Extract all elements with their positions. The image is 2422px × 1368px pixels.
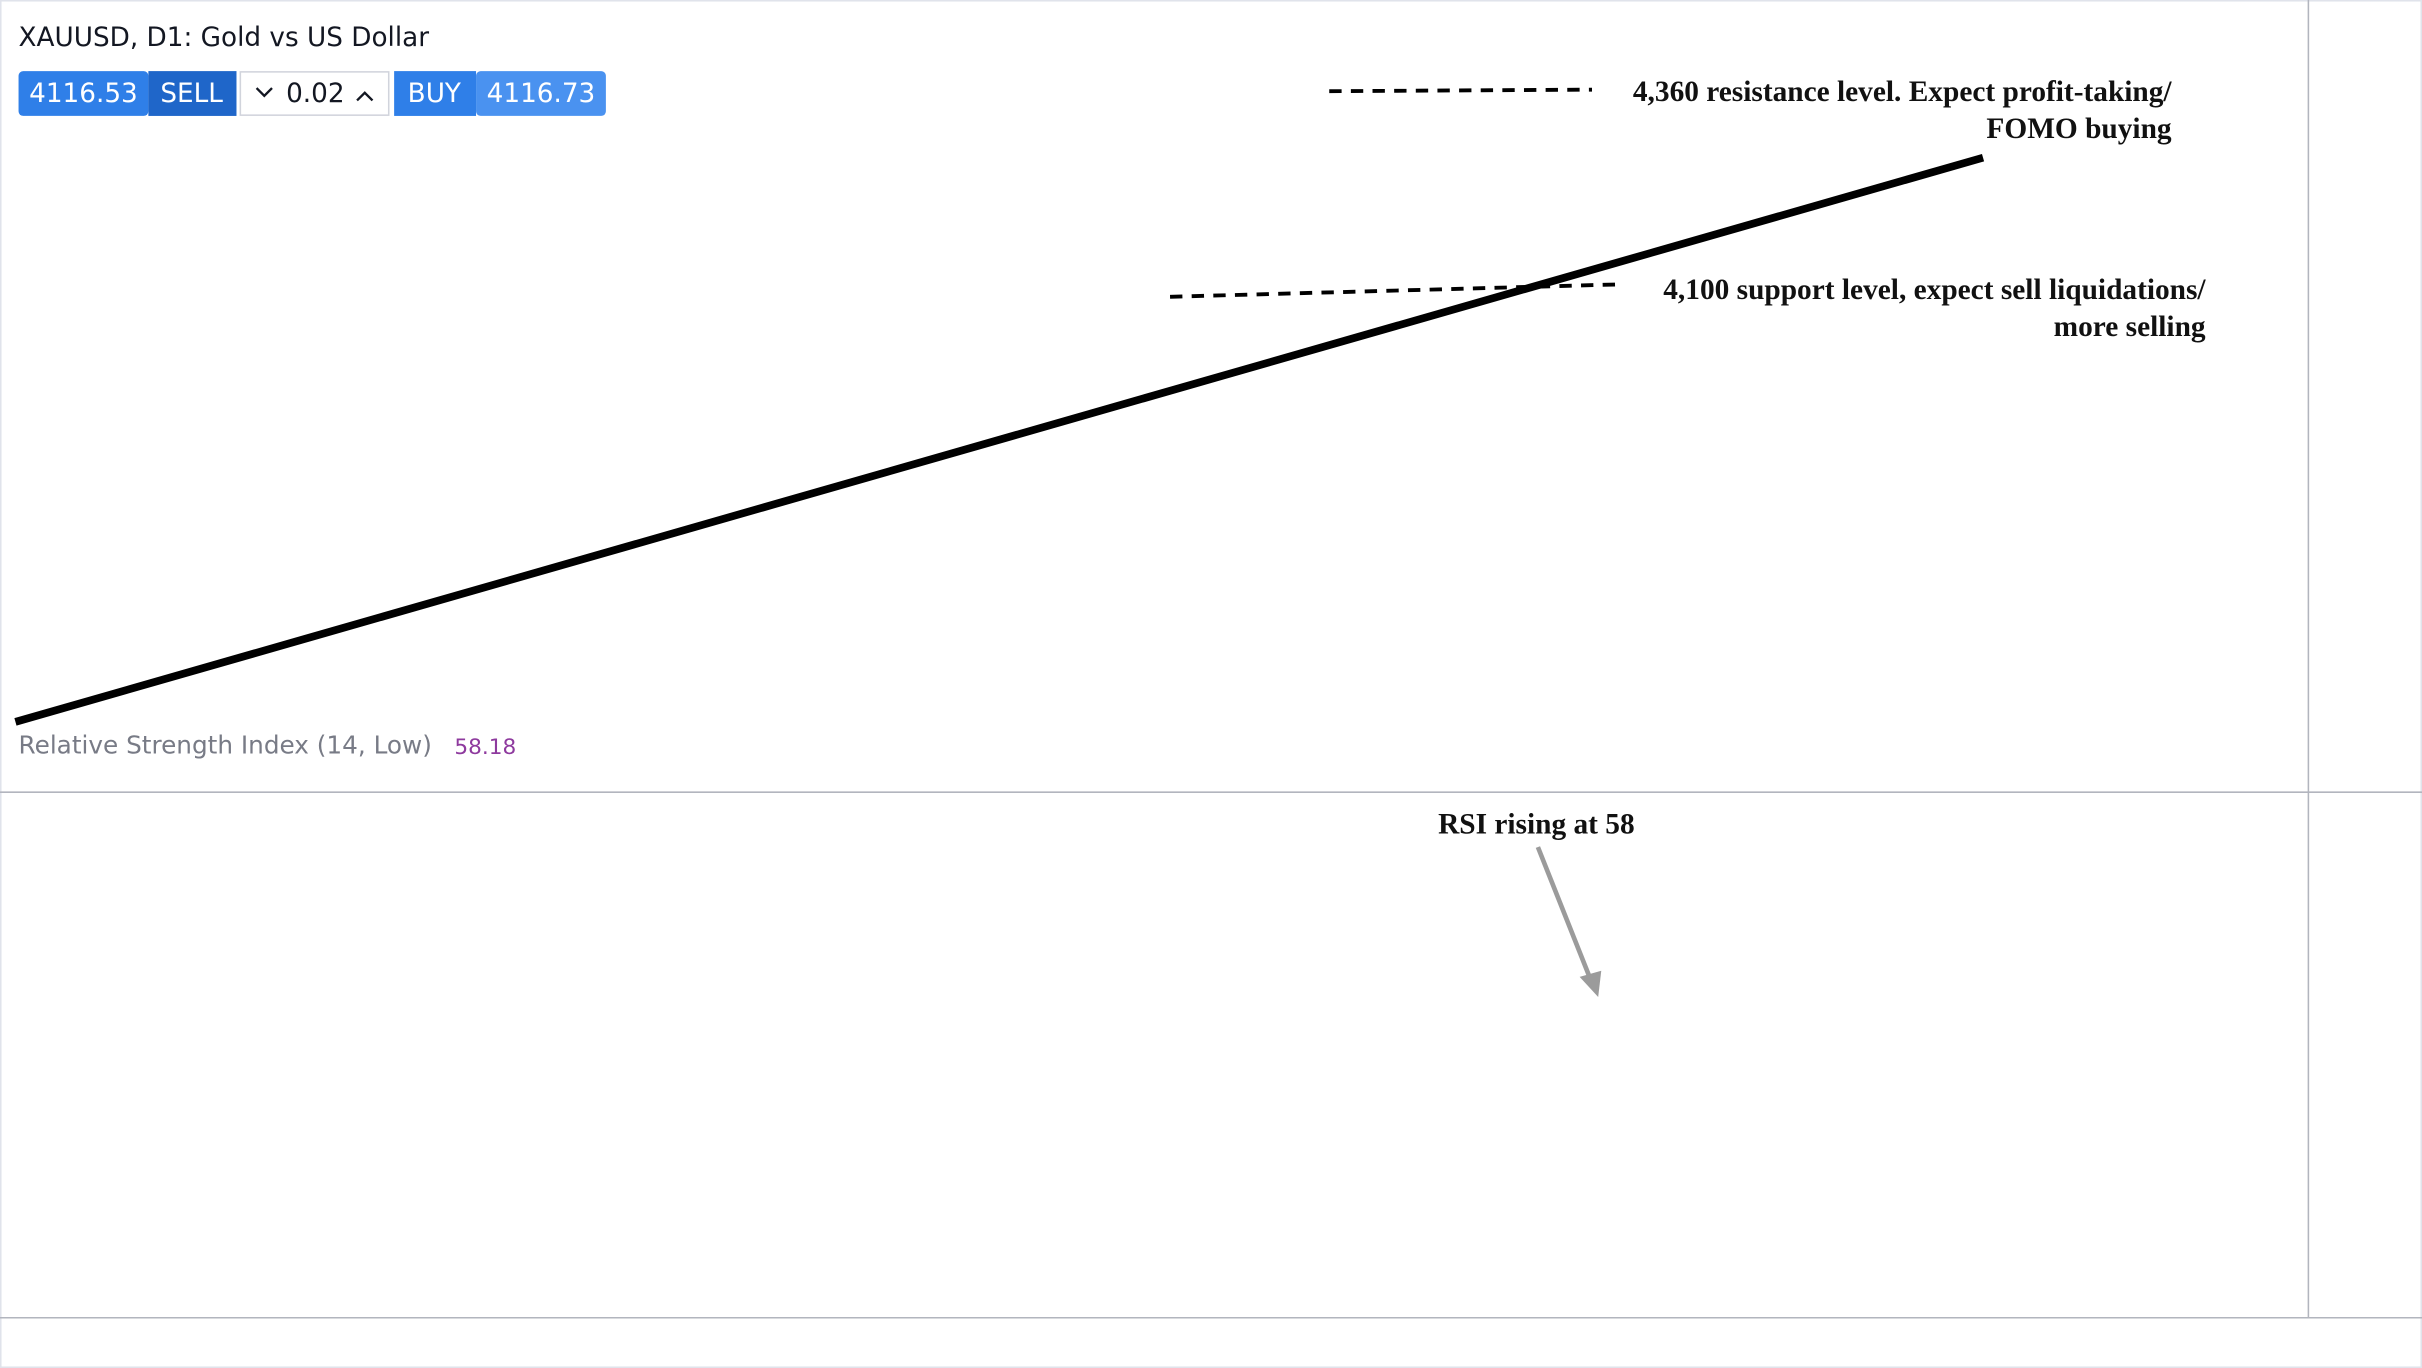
indicator-value: 58.18 bbox=[454, 735, 516, 760]
annotation: 4,360 resistance level. Expect profit-ta… bbox=[1633, 76, 2173, 108]
arrow-head bbox=[1579, 970, 1602, 998]
resistance-line bbox=[1329, 87, 1593, 94]
support-line bbox=[1169, 282, 1619, 299]
buy-price-box[interactable] bbox=[476, 71, 606, 116]
sell-price[interactable]: 4116.53 bbox=[29, 79, 138, 109]
buy-button[interactable] bbox=[394, 71, 477, 116]
decrease-icon[interactable] bbox=[255, 87, 273, 98]
buy-label[interactable]: BUY bbox=[408, 79, 462, 109]
sell-label[interactable]: SELL bbox=[160, 79, 223, 109]
annotation: FOMO buying bbox=[1986, 113, 2171, 145]
chart-title: XAUUSD, D1: Gold vs US Dollar bbox=[19, 23, 430, 53]
arrow bbox=[1535, 846, 1595, 984]
sell-button[interactable] bbox=[148, 71, 237, 116]
annotation: RSI rising at 58 bbox=[1438, 809, 1635, 841]
annotation: 4,100 support level, expect sell liquida… bbox=[1663, 274, 2206, 306]
quantity[interactable]: 0.02 bbox=[286, 79, 344, 109]
increase-icon[interactable] bbox=[356, 91, 374, 102]
sell-price-box[interactable] bbox=[18, 71, 149, 116]
indicator-title: Relative Strength Index (14, Low) bbox=[19, 731, 432, 760]
annotation: more selling bbox=[2054, 311, 2206, 343]
buy-price[interactable]: 4116.73 bbox=[487, 79, 596, 109]
trendline bbox=[14, 153, 1985, 726]
